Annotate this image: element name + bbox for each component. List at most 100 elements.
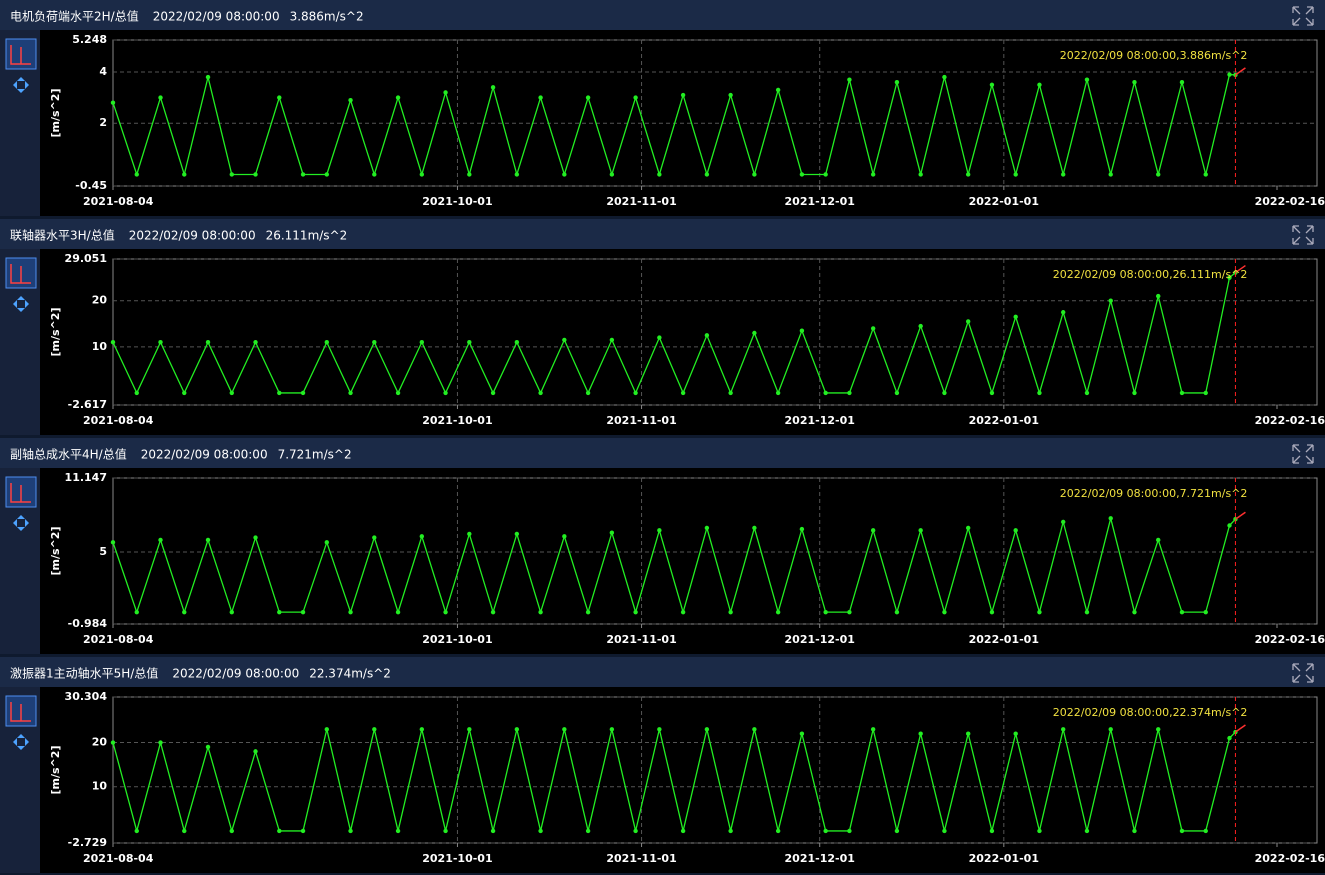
y-tick-label: 29.051: [65, 252, 107, 265]
data-point: [324, 727, 329, 732]
data-point: [823, 828, 828, 834]
data-point: [609, 337, 615, 343]
data-point: [229, 828, 234, 834]
data-point: [704, 333, 710, 338]
data-point: [562, 534, 567, 539]
x-tick-label: 2021-11-01: [606, 195, 676, 208]
data-point: [728, 609, 733, 615]
expand-icon[interactable]: [1292, 6, 1314, 26]
data-point: [1132, 80, 1137, 85]
data-point: [538, 390, 543, 396]
expand-icon[interactable]: [1292, 663, 1314, 683]
expand-icon[interactable]: [1292, 444, 1314, 464]
y-tick-label: 20: [92, 294, 108, 307]
data-point: [229, 172, 234, 177]
data-point: [490, 828, 496, 834]
data-point: [443, 609, 448, 615]
data-point: [680, 92, 686, 98]
x-tick-label: 2021-12-01: [785, 852, 855, 865]
data-point: [870, 172, 876, 177]
data-point: [752, 727, 757, 732]
data-point: [562, 172, 567, 177]
data-point: [514, 727, 520, 732]
data-point: [585, 828, 591, 834]
data-point: [1013, 528, 1018, 533]
y-tick-label: 11.147: [65, 471, 107, 484]
data-point: [680, 609, 686, 615]
plot-background: [40, 468, 1325, 654]
cursor-pointer: [1234, 724, 1246, 733]
data-point: [752, 525, 757, 531]
data-point: [514, 172, 520, 177]
data-point: [918, 528, 923, 533]
data-point: [277, 95, 282, 100]
data-point: [870, 326, 876, 331]
panel-title: 激振器1主动轴水平5H/总值: [10, 666, 158, 681]
data-point: [514, 340, 520, 345]
pan-tool[interactable]: [13, 296, 29, 312]
x-tick-label: 2022-02-16: [1255, 195, 1325, 208]
data-point: [965, 172, 971, 177]
chart-panel: 副轴总成水平4H/总值 2022/02/09 08:00:00 7.721m/s^2…: [0, 438, 1325, 654]
data-point: [657, 172, 662, 177]
data-point: [419, 340, 425, 345]
data-point: [633, 828, 638, 834]
data-point: [419, 727, 425, 732]
data-point: [704, 525, 710, 531]
panel-timestamp: 2022/02/09 08:00:00: [153, 10, 280, 24]
data-point: [1061, 172, 1066, 177]
data-point: [704, 172, 710, 177]
data-point: [110, 100, 116, 105]
data-point: [1013, 314, 1018, 320]
data-point: [372, 535, 377, 540]
data-point: [182, 390, 187, 396]
data-point: [1037, 609, 1042, 615]
data-point: [633, 390, 638, 396]
data-point: [1084, 77, 1090, 82]
y-axis-label: [m/s^2]: [49, 746, 62, 795]
panel-timestamp: 2022/02/09 08:00:00: [129, 229, 256, 243]
pan-tool[interactable]: [13, 77, 29, 93]
data-point: [965, 731, 971, 736]
data-point: [229, 390, 234, 396]
pan-tool[interactable]: [13, 515, 29, 531]
data-point: [514, 531, 520, 537]
x-tick-label: 2021-11-01: [606, 633, 676, 646]
y-tick-label: -2.729: [68, 836, 107, 849]
data-point: [277, 390, 282, 396]
data-point: [609, 530, 615, 535]
data-point: [134, 172, 139, 177]
data-point: [1179, 828, 1185, 834]
data-point: [1037, 82, 1042, 87]
x-tick-label: 2022-01-01: [969, 633, 1039, 646]
data-point: [942, 828, 947, 834]
cursor-tool-icon: [10, 702, 31, 722]
cursor-tool-icon: [10, 483, 31, 503]
data-point: [799, 328, 805, 333]
data-point: [989, 609, 995, 615]
data-point: [847, 609, 852, 615]
data-point: [1179, 609, 1185, 615]
data-point: [775, 828, 781, 834]
data-point: [490, 390, 496, 396]
cursor-annotation: 2022/02/09 08:00:00,3.886m/s^2: [1060, 49, 1248, 62]
data-point: [110, 740, 116, 745]
pan-tool[interactable]: [13, 734, 29, 750]
data-point: [609, 172, 615, 177]
expand-icon[interactable]: [1292, 225, 1314, 245]
y-tick-label: 10: [92, 340, 108, 353]
x-tick-label: 2021-12-01: [785, 195, 855, 208]
data-point: [562, 727, 567, 732]
data-point: [134, 390, 139, 396]
y-tick-label: 30.304: [65, 690, 108, 703]
data-point: [1108, 172, 1113, 177]
cursor-pointer: [1234, 511, 1246, 520]
chart-panel: 联轴器水平3H/总值 2022/02/09 08:00:00 26.111m/s^2…: [0, 219, 1325, 435]
data-point: [657, 727, 662, 732]
data-point: [585, 390, 591, 396]
data-point: [1084, 390, 1090, 396]
data-point: [989, 828, 995, 834]
cursor-pointer: [1234, 264, 1246, 274]
data-point: [538, 609, 543, 615]
data-point: [1227, 72, 1232, 77]
